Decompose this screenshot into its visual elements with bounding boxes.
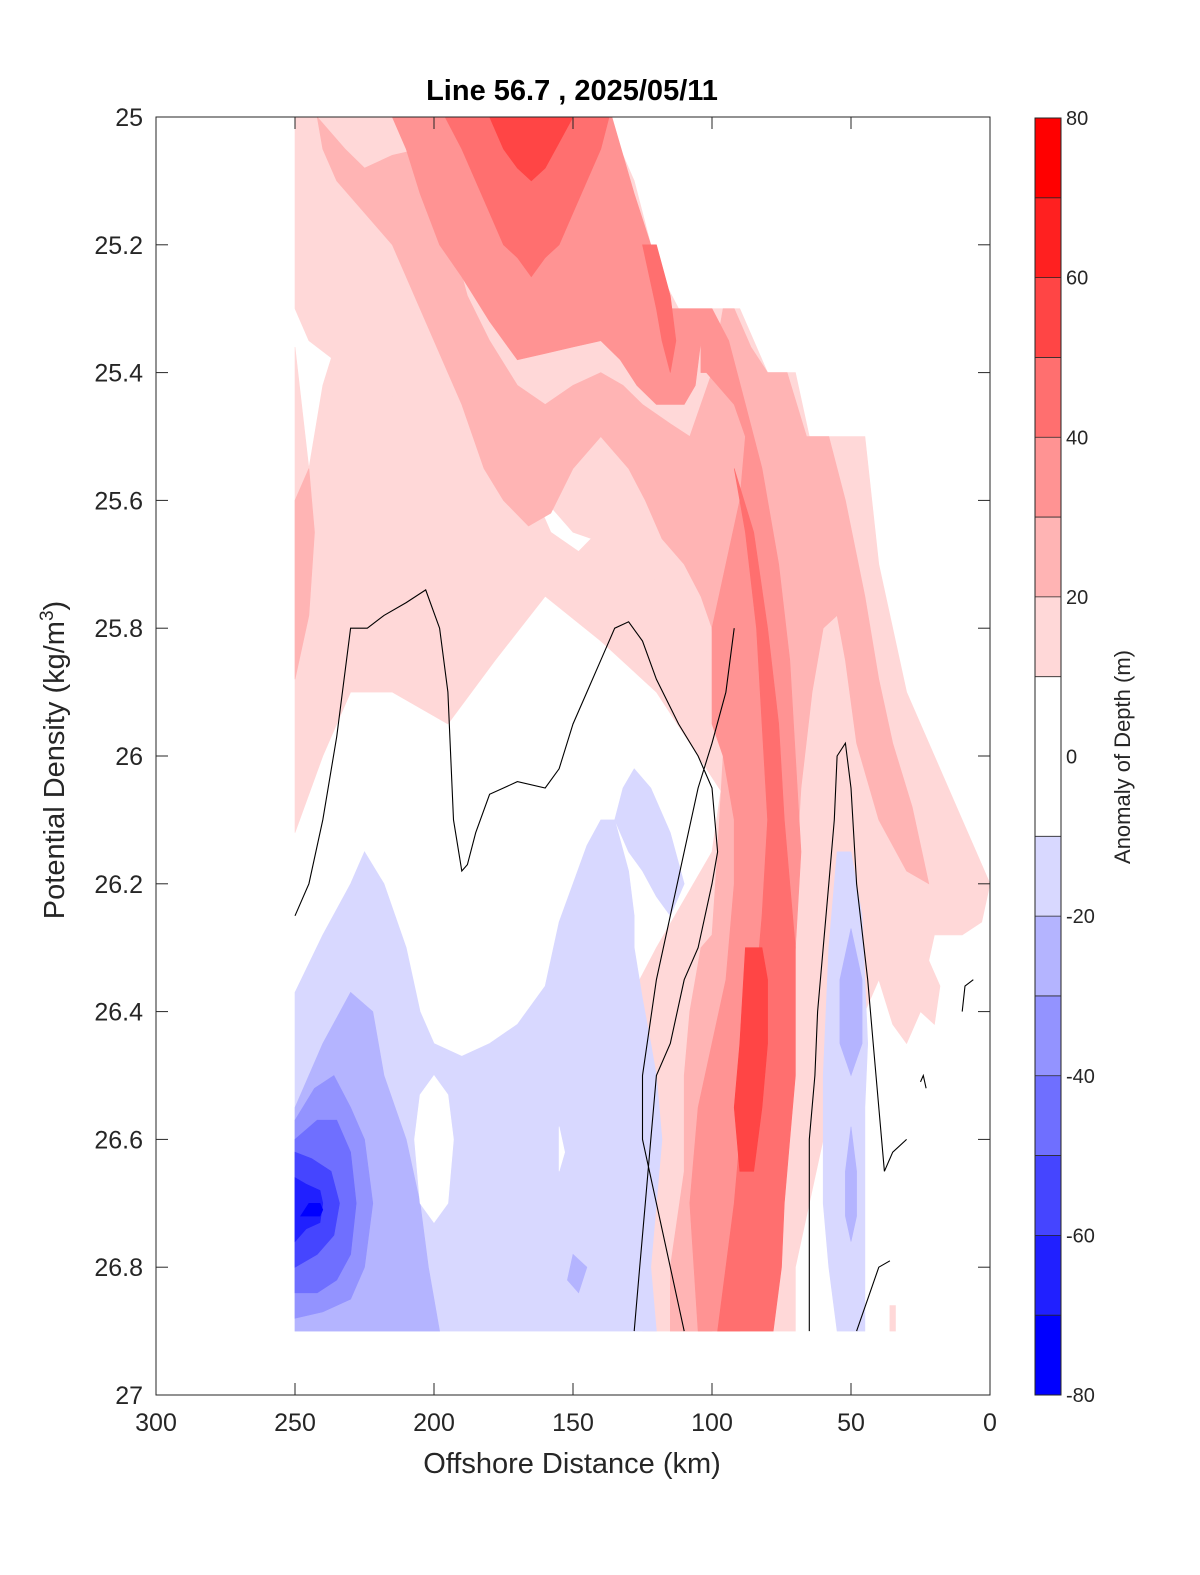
contour-region-21 [300,1203,324,1217]
colorbar-tick-label-7: 60 [1066,268,1088,290]
colorbar-band-4 [1035,995,1061,1076]
colorbar-frame [1034,117,1062,1396]
contour-fill-layer [294,117,990,1332]
zero-contour-line-0 [294,589,719,1332]
contour-region-16 [567,1253,588,1294]
colorbar-band-9 [1035,517,1061,597]
chart-title: Line 56.7 , 2025/05/11 [426,75,718,107]
contour-region-9 [733,947,768,1172]
y-tick-label-7: 26.4 [94,999,143,1027]
colorbar-tick-label-5: 20 [1066,587,1088,609]
colorbar-band-12 [1035,277,1061,358]
colorbar-label: Anomaly of Depth (m) [1110,650,1135,864]
y-axis: 25 25.2 25.4 25.6 25.8 26 26.2 26.4 26.6 26.8 27 [94,104,990,1410]
x-axis: 300 250 200 150 100 50 0 [135,117,997,1437]
contour-region-5 [444,117,610,278]
zero-contour-line-2 [808,741,907,1332]
y-tick-label-4: 25.8 [94,615,143,643]
colorbar-band-8 [1035,596,1061,677]
x-tick-label-1: 250 [274,1409,316,1437]
y-tick-label-8: 26.6 [94,1126,143,1154]
colorbar-band-1 [1035,1235,1061,1316]
zero-contour-layer [294,589,974,1332]
x-tick-label-4: 100 [691,1409,733,1437]
y-tick-label-2: 25.4 [94,360,143,388]
y-axis-label: Potential Density (kg/m3) [37,601,71,919]
contour-region-11 [614,768,685,917]
x-tick-label-5: 50 [837,1409,865,1437]
colorbar-tick-label-0: -80 [1066,1385,1095,1407]
y-tick-label-10: 27 [115,1382,143,1410]
colorbar-tick-label-8: 80 [1066,108,1088,130]
y-tick-label-0: 25 [115,104,143,132]
colorbar-tick-label-3: -20 [1066,906,1095,928]
zero-contour-line-5 [961,979,974,1012]
y-tick-label-5: 26 [115,743,143,771]
colorbar-band-6 [1035,836,1061,917]
contour-region-23 [558,1126,566,1172]
colorbar-tick-label-4: 0 [1066,747,1077,769]
colorbar-band-2 [1035,1155,1061,1236]
colorbar-band-14 [1035,118,1061,198]
colorbar-band-0 [1035,1315,1061,1395]
zero-contour-line-1 [641,628,735,1332]
colorbar: -80 -60 -40 -20 0 20 40 60 80 [1034,108,1095,1407]
x-tick-label-6: 0 [983,1409,997,1437]
y-axis-label-main: Potential Density (kg/m [39,621,71,919]
y-axis-label-superscript: 3 [37,610,58,621]
y-tick-label-1: 25.2 [94,232,143,260]
colorbar-tick-label-6: 40 [1066,427,1088,449]
contour-region-6 [642,244,677,373]
colorbar-band-11 [1035,357,1061,438]
colorbar-band-13 [1035,197,1061,278]
colorbar-band-5 [1035,916,1061,996]
y-tick-label-9: 26.8 [94,1254,143,1282]
contour-region-8 [489,117,574,182]
zero-contour-line-3 [856,1260,891,1332]
contour-region-3 [294,468,315,680]
colorbar-band-7 [1035,676,1061,837]
colorbar-band-3 [1035,1075,1061,1156]
x-tick-label-0: 300 [135,1409,177,1437]
y-tick-label-3: 25.6 [94,487,143,515]
y-tick-label-6: 26.2 [94,871,143,899]
contour-region-7 [717,468,796,1332]
y-axis-label-tail: ) [39,601,71,611]
x-tick-label-3: 150 [552,1409,594,1437]
contour-region-15 [845,1126,857,1242]
contour-region-2 [316,117,930,1332]
colorbar-tick-label-2: -40 [1066,1066,1095,1088]
zero-contour-line-4 [919,1073,927,1089]
colorbar-band-10 [1035,437,1061,518]
contour-region-22 [414,1074,454,1224]
x-tick-label-2: 200 [413,1409,455,1437]
contour-region-24 [889,1305,896,1332]
x-axis-label: Offshore Distance (km) [423,1448,721,1480]
colorbar-tick-label-1: -60 [1066,1225,1095,1247]
contour-region-14 [839,928,863,1077]
